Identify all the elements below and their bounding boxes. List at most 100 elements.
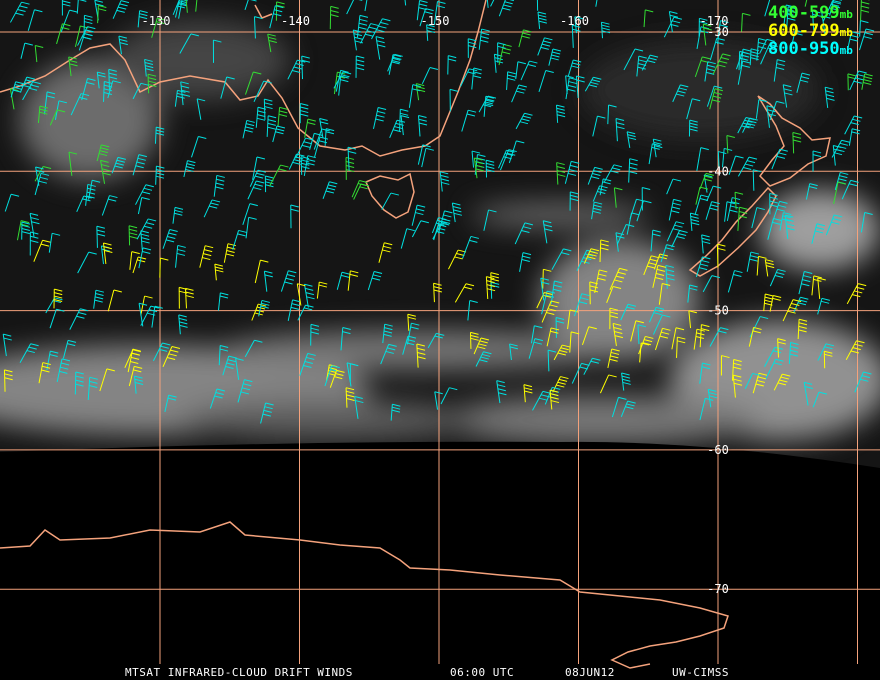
barb-feather (801, 72, 811, 76)
barb-feather (574, 16, 583, 20)
wind-barb (599, 239, 609, 263)
barb-feather (141, 197, 150, 200)
barb-feather (119, 42, 128, 46)
barb-feather (776, 208, 786, 212)
barb-staff (728, 155, 737, 175)
barb-feather (300, 113, 309, 117)
barb-staff (411, 205, 418, 226)
barb-feather (720, 57, 730, 61)
wind-barb (354, 396, 364, 419)
wind-barb (556, 162, 566, 185)
barb-feather (366, 30, 376, 34)
wind-barb (245, 216, 257, 239)
wind-barb (485, 276, 496, 300)
barb-feather (792, 132, 801, 135)
barb-feather (10, 88, 19, 92)
barb-feather (838, 178, 847, 182)
barb-feather (785, 218, 794, 222)
barb-feather (764, 296, 774, 300)
barb-feather (629, 162, 638, 166)
barb-feather (589, 250, 598, 254)
barb-staff (147, 74, 150, 94)
barb-feather (359, 18, 368, 22)
barb-feather (665, 264, 674, 268)
barb-staff (786, 6, 789, 29)
barb-staff (615, 118, 618, 142)
barb-staff (34, 45, 38, 63)
barb-feather (699, 197, 709, 201)
barb-feather (186, 166, 195, 169)
barb-feather (804, 270, 813, 274)
barb-feather (148, 309, 158, 313)
barb-feather (30, 84, 40, 88)
barb-feather (483, 104, 492, 108)
barb-staff (347, 147, 350, 171)
barb-feather (484, 101, 493, 105)
wind-barb (21, 221, 31, 240)
barb-staff (68, 152, 73, 176)
barb-feather (863, 81, 872, 85)
barb-feather (380, 21, 389, 25)
barb-feather (813, 278, 822, 282)
barb-feather (864, 76, 873, 80)
barb-staff (773, 59, 778, 82)
wind-barb (726, 197, 741, 221)
barb-feather (629, 171, 638, 175)
wind-barb (178, 0, 183, 19)
barb-feather (372, 274, 382, 278)
wind-barb (769, 295, 782, 312)
barb-feather (543, 220, 552, 224)
wind-barbs (2, 0, 875, 424)
wind-barb (833, 181, 847, 204)
barb-feather (219, 295, 229, 299)
wind-barb (467, 38, 477, 58)
barb-feather (154, 305, 163, 309)
barb-feather (21, 220, 30, 224)
barb-staff (421, 67, 431, 85)
barb-feather (264, 406, 273, 410)
barb-staff (214, 264, 217, 281)
barb-feather (733, 362, 742, 366)
barb-staff (103, 81, 105, 102)
barb-feather (861, 5, 870, 9)
barb-feather (250, 0, 257, 2)
barb-feather (517, 87, 526, 91)
barb-feather (856, 73, 866, 77)
barb-feather (649, 258, 659, 262)
barb-feather (764, 299, 773, 303)
barb-feather (185, 291, 194, 295)
barb-feather (278, 168, 287, 172)
barb-feather (655, 306, 665, 310)
barb-feather (384, 323, 393, 327)
wind-barb (636, 200, 652, 222)
barb-feather (135, 165, 144, 169)
barb-staff (612, 323, 617, 346)
barb-feather (710, 204, 719, 208)
barb-feather (165, 239, 175, 243)
barb-feather (80, 93, 90, 97)
barb-feather (220, 292, 229, 296)
barb-feather (253, 71, 262, 75)
barb-feather (331, 365, 340, 369)
barb-feather (627, 137, 637, 141)
barb-feather (609, 315, 619, 319)
barb-feather (851, 31, 860, 35)
barb-feather (178, 314, 187, 318)
barb-feather (131, 251, 140, 255)
barb-feather (798, 325, 807, 329)
barb-staff (191, 136, 199, 158)
barb-feather (852, 347, 861, 351)
barb-staff (574, 16, 578, 34)
wind-barb (589, 281, 599, 305)
barb-feather (529, 60, 538, 64)
barb-feather (502, 7, 511, 11)
barb-feather (524, 387, 533, 391)
barb-feather (305, 304, 314, 308)
barb-feather (356, 63, 365, 67)
barb-feather (852, 118, 861, 122)
wind-barb (29, 231, 39, 256)
wind-barb (705, 201, 720, 220)
wind-barb (583, 357, 601, 375)
barb-feather (168, 353, 177, 357)
wind-barb (587, 166, 603, 185)
